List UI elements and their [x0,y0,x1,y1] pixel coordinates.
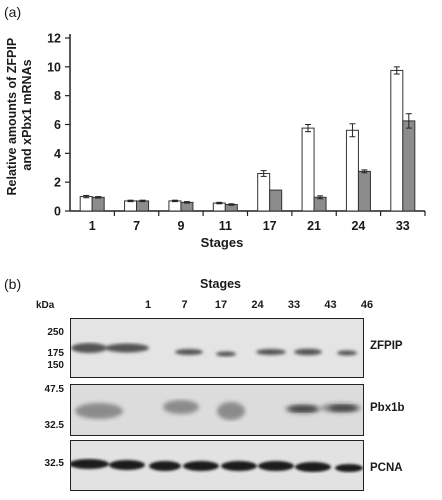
kda-label: kDa [36,300,55,311]
bar [79,196,93,212]
y-tick-label: 0 [54,205,61,219]
bar [301,127,315,212]
blot-column-label: 46 [360,299,374,311]
bar [345,129,359,212]
y-tick-label: 6 [54,118,61,132]
x-tick-label: 21 [307,219,321,233]
blot-column-label: 17 [214,299,228,311]
zfpip-bands [71,343,357,357]
pcna-bands [71,459,363,472]
pbx1b-gel [70,384,364,436]
panel-a-label: (a) [4,4,22,20]
marker-47-5: 47.5 [44,384,64,395]
blot-column-label: 7 [181,299,188,311]
pbx1b-strong-bands [289,405,357,412]
bar [136,200,150,212]
y-tick-label: 2 [54,176,61,190]
bar [402,120,416,212]
x-tick-label: 17 [263,219,277,233]
x-tick-label: 24 [351,219,365,233]
panel-b-label: (b) [4,276,22,292]
zfpip-gel [70,318,364,378]
x-tick-label: 1 [89,219,96,233]
blot-column-label: 33 [287,299,301,311]
blot-column-label: 43 [324,299,337,311]
bar [180,201,194,212]
x-axis-label: Stages [201,235,244,250]
blot-column-label: 24 [251,299,264,311]
pcna-label: PCNA [370,462,403,474]
pcna-gel [70,440,364,491]
y-axis-label-line-2: and xPbx1 mRNAs [20,59,34,170]
bar [91,196,105,212]
x-tick-label: 9 [177,219,184,233]
bar [313,196,327,212]
blot-stages-title: Stages [200,277,241,291]
bar [269,189,283,212]
y-tick-label: 8 [54,89,61,103]
bar [124,200,138,212]
bar [168,200,182,212]
zfpip-label: ZFPIP [370,340,403,352]
x-tick-label: 11 [219,219,232,233]
bar [357,170,371,212]
blot-column-label: 1 [144,299,152,311]
bar [390,69,404,212]
x-tick-label: 7 [133,219,140,233]
y-tick-label: 12 [47,32,61,46]
y-axis-label: Relative amounts of ZFPIP and xPbx1 mRNA… [5,35,34,196]
marker-150: 150 [47,360,64,371]
x-tick-label: 33 [396,219,410,233]
bar [257,173,271,212]
y-tick-label: 10 [47,60,61,74]
pbx1b-label: Pbx1b [370,402,405,414]
y-tick-label: 4 [54,147,61,161]
marker-32-5-pcna: 32.5 [44,458,64,469]
marker-32-5-pbx: 32.5 [44,420,64,431]
marker-175: 175 [47,348,64,359]
marker-250: 250 [47,327,64,338]
y-axis-label-line-1: Relative amounts of ZFPIP [5,38,19,195]
